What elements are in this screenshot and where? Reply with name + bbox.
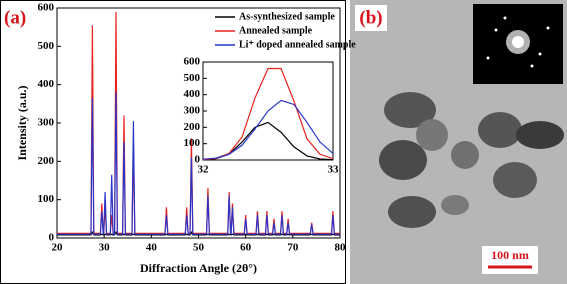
y-tick-label: 400 (184, 88, 201, 100)
x-tick-label: 70 (287, 241, 299, 253)
x-tick-label: 50 (193, 241, 205, 253)
y-tick-label: 500 (38, 40, 55, 52)
scale-box (482, 246, 538, 274)
x-axis-label: Diffraction Angle (2θ°) (140, 261, 257, 275)
x-tick-label: 32 (198, 163, 210, 175)
diffraction-spot (512, 36, 524, 48)
diffraction-spot (538, 52, 542, 56)
diffraction-spot (503, 16, 507, 20)
x-tick-label: 33 (328, 163, 340, 175)
diffraction-spot (494, 28, 498, 32)
particle (478, 112, 522, 148)
panel-label: (b) (359, 7, 382, 28)
x-tick-label: 40 (146, 241, 158, 253)
diffraction-spot (546, 26, 550, 30)
particle (384, 92, 436, 128)
panel-label: (a) (4, 7, 26, 28)
legend-label: Annealed sample (239, 25, 313, 36)
particle (493, 162, 537, 198)
x-tick-label: 80 (335, 241, 347, 253)
y-tick-label: 600 (38, 2, 55, 14)
particle (416, 119, 448, 151)
y-tick-label: 0 (195, 154, 201, 166)
y-tick-label: 300 (38, 117, 55, 129)
y-tick-label: 200 (184, 121, 201, 133)
scale-bar-label: 100 nm (491, 248, 529, 262)
y-tick-label: 100 (38, 193, 55, 205)
y-tick-label: 500 (184, 72, 201, 84)
x-tick-label: 30 (99, 241, 111, 253)
series-line (57, 230, 340, 236)
y-tick-label: 300 (184, 105, 201, 117)
particle (388, 196, 436, 228)
series-line (202, 99, 334, 160)
y-tick-label: 600 (184, 56, 201, 68)
legend-label: Li⁺ doped annealed sample (239, 39, 356, 50)
particle (451, 141, 479, 169)
diffraction-spot (530, 64, 534, 68)
x-tick-label: 20 (52, 241, 64, 253)
particle (441, 195, 469, 215)
label-box (355, 5, 387, 31)
particle (379, 140, 427, 180)
series-line (57, 92, 340, 235)
y-tick-label: 0 (49, 232, 55, 244)
particle (516, 121, 564, 149)
legend-label: As-synthesized sample (239, 11, 335, 22)
y-tick-label: 100 (184, 137, 201, 149)
y-tick-label: 400 (38, 78, 55, 90)
diffraction-spot (486, 56, 490, 60)
tem-image: (b) 100 nm (350, 0, 567, 284)
y-axis-label: Intensity (a.u.) (15, 85, 29, 160)
y-tick-label: 200 (38, 155, 55, 167)
x-tick-label: 60 (240, 241, 252, 253)
